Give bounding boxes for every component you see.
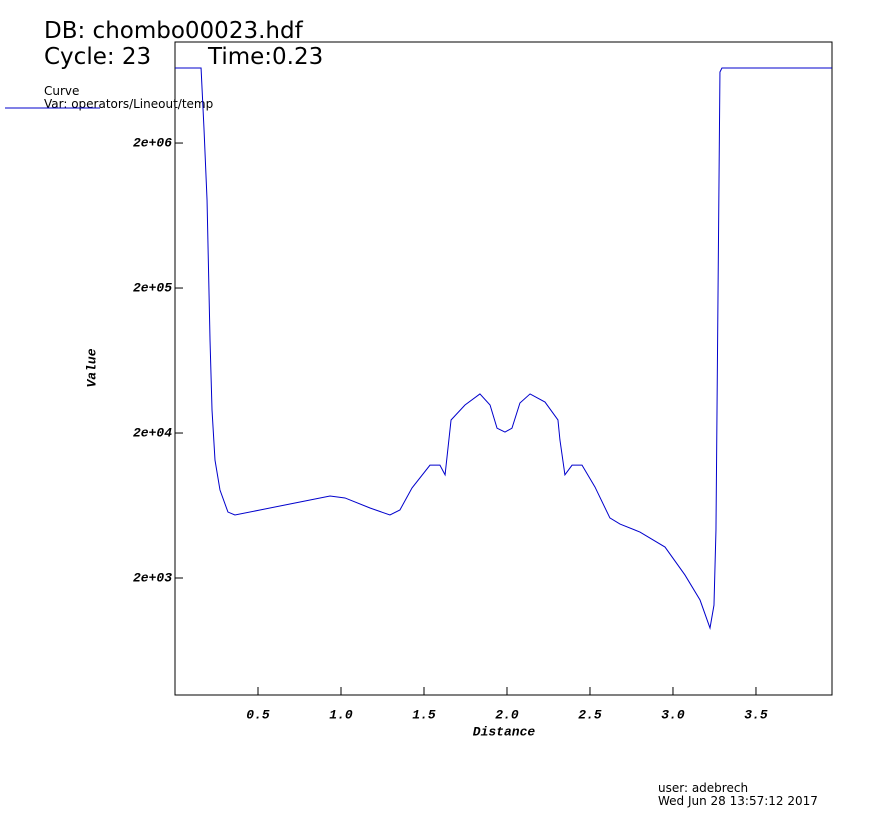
legend-label: Var: operators/Lineout/temp: [44, 97, 213, 111]
legend-title: Curve: [44, 84, 79, 98]
user-label: user: adebrech: [658, 781, 748, 795]
y-tick-label: 2e+04: [133, 425, 172, 440]
x-tick-label: 1.5: [412, 707, 436, 722]
x-tick-label: 3.5: [744, 707, 768, 722]
y-tick-label: 2e+03: [133, 570, 172, 585]
chart-title: DB: chombo00023.hdf: [44, 18, 304, 44]
cycle-label: Cycle: 23: [44, 44, 151, 70]
y-axis-label: Value: [84, 348, 99, 387]
y-tick-label: 2e+05: [133, 280, 172, 295]
x-tick-label: 2.5: [578, 707, 602, 722]
x-tick-label: 0.5: [246, 707, 270, 722]
x-tick-label: 3.0: [661, 707, 685, 722]
date-label: Wed Jun 28 13:57:12 2017: [658, 794, 818, 808]
x-axis-label: Distance: [473, 724, 536, 739]
y-tick-label: 2e+06: [133, 135, 172, 150]
x-tick-label: 1.0: [329, 707, 353, 722]
x-tick-label: 2.0: [495, 707, 519, 722]
plot-frame: [174, 41, 833, 696]
data-line: [175, 67, 832, 630]
time-label: Time:0.23: [207, 44, 323, 70]
